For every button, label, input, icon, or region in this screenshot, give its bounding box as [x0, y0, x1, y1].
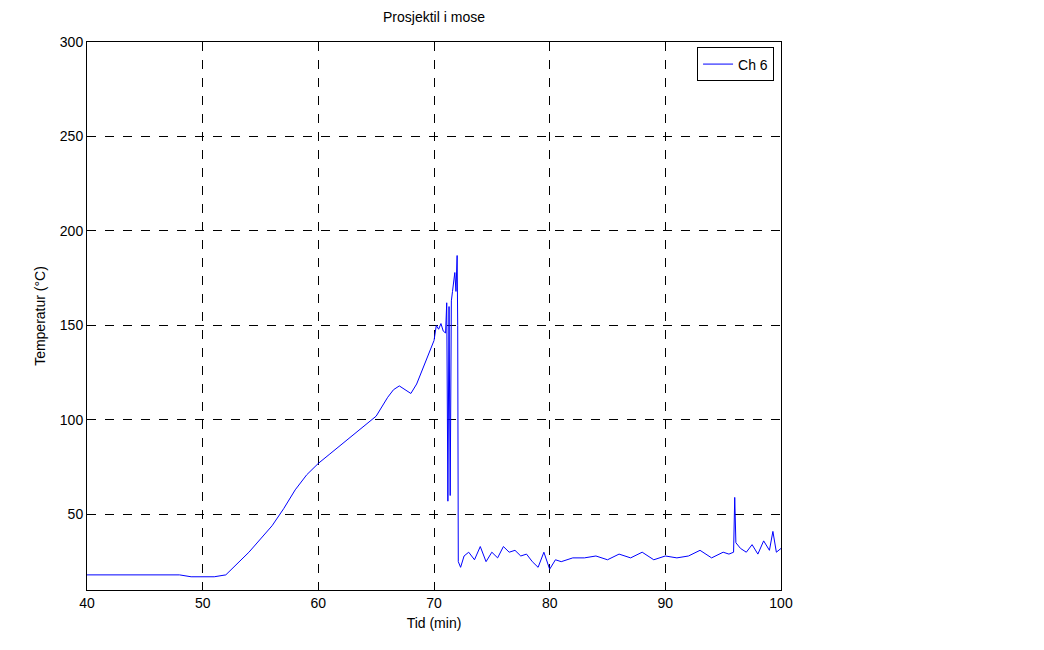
svg-text:Ch 6: Ch 6 [738, 57, 768, 73]
svg-text:200: 200 [60, 223, 84, 239]
svg-text:300: 300 [60, 34, 84, 50]
svg-text:90: 90 [658, 595, 674, 611]
svg-text:250: 250 [60, 128, 84, 144]
svg-text:40: 40 [79, 595, 95, 611]
svg-text:80: 80 [542, 595, 558, 611]
svg-text:Prosjektil i mose: Prosjektil i mose [383, 9, 485, 25]
svg-text:150: 150 [60, 317, 84, 333]
svg-text:100: 100 [769, 595, 793, 611]
svg-text:50: 50 [195, 595, 211, 611]
svg-text:Temperatur (°C): Temperatur (°C) [32, 266, 48, 366]
svg-text:Tid (min): Tid (min) [407, 615, 462, 631]
svg-text:50: 50 [68, 506, 84, 522]
svg-text:70: 70 [426, 595, 442, 611]
svg-text:60: 60 [311, 595, 327, 611]
svg-text:100: 100 [60, 412, 84, 428]
